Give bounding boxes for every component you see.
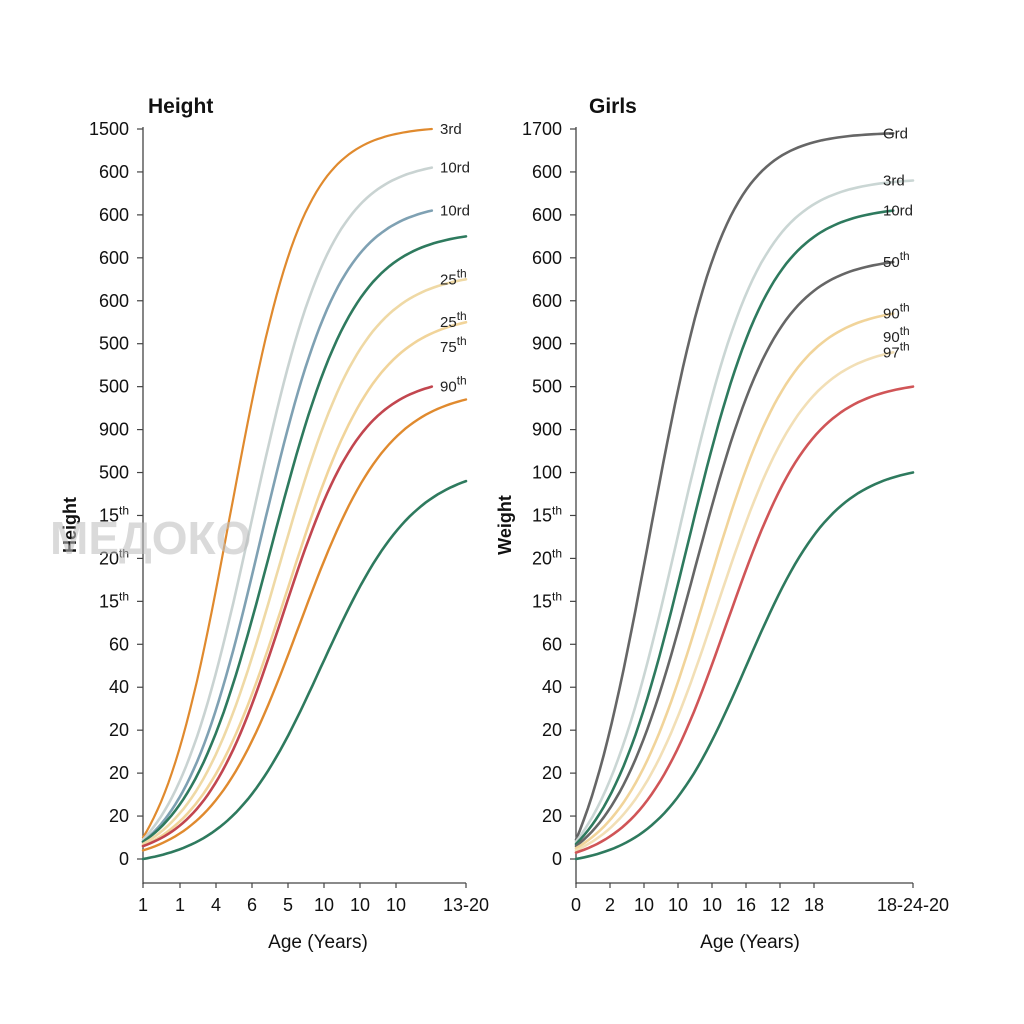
series-line <box>574 209 895 846</box>
x-tick-label: 10 <box>634 895 654 915</box>
x-axis-label: Age (Years) <box>268 932 368 953</box>
series-line <box>574 385 915 854</box>
series-label: 25th <box>440 309 467 331</box>
series-line <box>141 320 468 848</box>
y-tick-label: 500 <box>99 377 129 397</box>
y-tick-label: 15th <box>532 503 562 525</box>
x-tick-label: 16 <box>736 895 756 915</box>
x-tick-label: 10 <box>314 895 334 915</box>
y-tick-label: 500 <box>99 463 129 483</box>
y-tick-label: 40 <box>542 677 562 697</box>
series-line <box>574 351 895 852</box>
series-line <box>574 471 915 861</box>
y-tick-label: 20 <box>109 806 129 826</box>
y-tick-label: 20th <box>99 546 129 568</box>
y-tick-label: 20 <box>542 763 562 783</box>
x-axis-label: Age (Years) <box>700 932 800 953</box>
series-line <box>574 179 915 844</box>
y-tick-label: 20 <box>109 720 129 740</box>
y-tick-label: 0 <box>552 849 562 869</box>
series-line <box>141 278 468 846</box>
x-tick-label: 10 <box>702 895 722 915</box>
y-tick-label: 1500 <box>89 119 129 139</box>
x-tick-label: 1 <box>175 895 185 915</box>
series-line <box>141 166 434 841</box>
series-label: 90th <box>883 301 910 323</box>
y-tick-label: 15th <box>99 589 129 611</box>
y-tick-label: 500 <box>532 377 562 397</box>
y-tick-label: 500 <box>99 334 129 354</box>
series-line <box>141 398 468 852</box>
series-label: 90th <box>883 324 910 346</box>
x-tick-label: 0 <box>571 895 581 915</box>
y-tick-label: 600 <box>532 248 562 268</box>
y-tick-label: 40 <box>109 677 129 697</box>
y-tick-label: 900 <box>532 420 562 440</box>
x-tick-label: 10 <box>350 895 370 915</box>
series-line <box>574 312 895 850</box>
x-tick-label: 10 <box>386 895 406 915</box>
y-tick-label: 900 <box>532 334 562 354</box>
y-tick-label: 20 <box>542 806 562 826</box>
x-tick-label: 2 <box>605 895 615 915</box>
y-tick-label: 600 <box>532 205 562 225</box>
series-line <box>141 127 433 839</box>
series-label: 97th <box>883 339 910 361</box>
y-tick-label: 60 <box>109 634 129 654</box>
series-line <box>141 385 434 848</box>
series-line <box>574 260 895 848</box>
y-tick-label: 1700 <box>522 119 562 139</box>
series-label: 75th <box>440 334 467 356</box>
chart-title: Height <box>148 95 213 118</box>
x-tick-label: 18-24-20 <box>877 895 949 915</box>
series-line <box>574 132 895 841</box>
y-tick-label: 0 <box>119 849 129 869</box>
y-tick-label: 15th <box>99 503 129 525</box>
x-tick-label: 6 <box>247 895 257 915</box>
series-label: 10rd <box>440 203 470 220</box>
x-tick-label: 13-20 <box>443 895 489 915</box>
series-label: 90th <box>440 374 467 396</box>
y-tick-label: 600 <box>532 162 562 182</box>
watermark: МЕДОКО <box>50 512 251 564</box>
series-line <box>141 209 434 844</box>
y-axis-label: Height <box>60 497 80 553</box>
series-line <box>141 479 468 861</box>
y-tick-label: 15th <box>532 589 562 611</box>
x-tick-label: 12 <box>770 895 790 915</box>
series-line <box>141 235 468 844</box>
series-label: 25th <box>440 266 467 288</box>
y-tick-label: 600 <box>99 291 129 311</box>
x-tick-label: 1 <box>138 895 148 915</box>
x-tick-label: 5 <box>283 895 293 915</box>
x-tick-label: 10 <box>668 895 688 915</box>
y-tick-label: 600 <box>99 205 129 225</box>
series-label: 50th <box>883 249 910 271</box>
chart-title: Girls <box>589 95 637 118</box>
y-tick-label: 600 <box>99 162 129 182</box>
y-tick-label: 900 <box>99 420 129 440</box>
y-tick-label: 100 <box>532 463 562 483</box>
series-label: Grd <box>883 125 908 142</box>
chart-2: Girls170060060060060090050090010015th20t… <box>495 95 949 953</box>
y-tick-label: 600 <box>532 291 562 311</box>
x-tick-label: 18 <box>804 895 824 915</box>
y-axis-label: Weight <box>495 495 515 555</box>
y-tick-label: 20 <box>109 763 129 783</box>
y-tick-label: 600 <box>99 248 129 268</box>
series-label: 3rd <box>440 121 462 138</box>
y-tick-label: 20th <box>532 546 562 568</box>
y-tick-label: 20 <box>542 720 562 740</box>
chart-1: Height150060060060060050050090050015th20… <box>60 95 489 953</box>
series-label: 10rd <box>440 160 470 177</box>
x-tick-label: 4 <box>211 895 221 915</box>
y-tick-label: 60 <box>542 634 562 654</box>
series-label: 3rd <box>883 173 905 190</box>
series-label: 10rd <box>883 203 913 220</box>
